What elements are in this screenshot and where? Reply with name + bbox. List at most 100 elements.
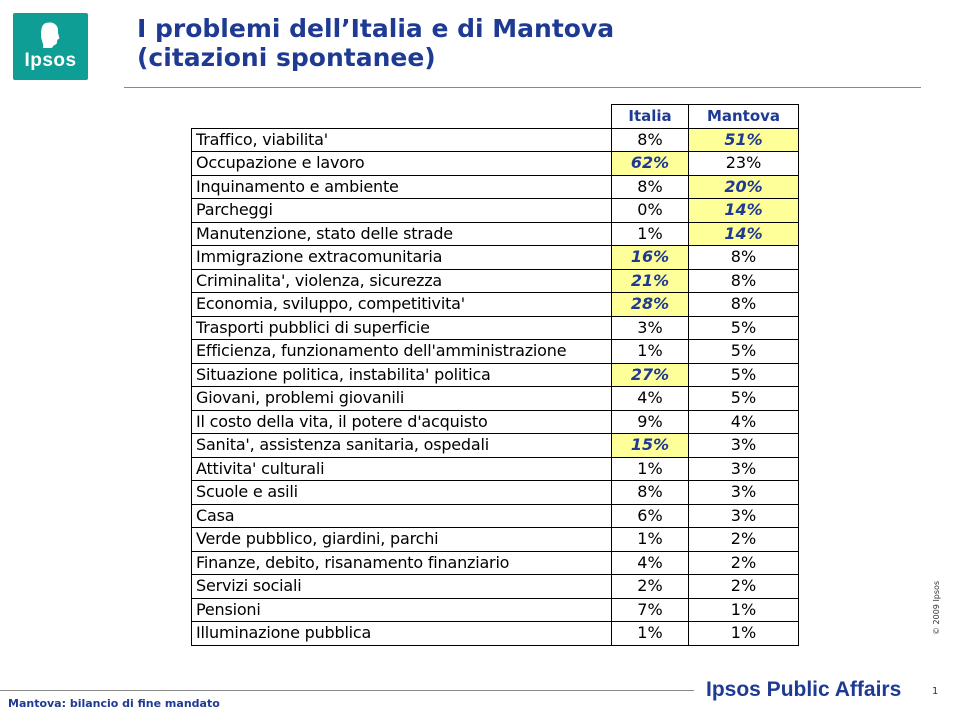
italia-value: 1% — [611, 221, 689, 246]
table-row: Attivita' culturali 1% 3% — [191, 456, 799, 481]
row-label: Attivita' culturali — [191, 456, 612, 481]
footer-text: Mantova: bilancio di fine mandato — [8, 697, 220, 710]
copyright-text: © 2009 Ipsos — [932, 580, 941, 635]
italia-value: 8% — [611, 127, 689, 152]
title-line-1: I problemi dell’Italia e di Mantova — [137, 14, 615, 43]
italia-value: 1% — [611, 621, 689, 646]
table-row: Occupazione e lavoro 62% 23% — [191, 151, 799, 176]
italia-value: 62% — [611, 151, 689, 176]
table-row: Trasporti pubblici di superficie 3% 5% — [191, 315, 799, 340]
row-label: Sanita', assistenza sanitaria, ospedali — [191, 433, 612, 458]
table-row: Manutenzione, stato delle strade 1% 14% — [191, 221, 799, 246]
mantova-value: 5% — [688, 386, 799, 411]
header-blank-cell — [192, 105, 612, 129]
table-row: Servizi sociali 2% 2% — [191, 574, 799, 599]
row-label: Inquinamento e ambiente — [191, 174, 612, 199]
mantova-value: 2% — [688, 527, 799, 552]
row-label: Pensioni — [191, 597, 612, 622]
row-label: Traffico, viabilita' — [191, 127, 612, 152]
row-label: Situazione politica, instabilita' politi… — [191, 362, 612, 387]
italia-value: 27% — [611, 362, 689, 387]
table-row: Sanita', assistenza sanitaria, ospedali 1… — [191, 433, 799, 458]
mantova-value: 3% — [688, 433, 799, 458]
table-row: Casa 6% 3% — [191, 503, 799, 528]
row-label: Giovani, problemi giovanili — [191, 386, 612, 411]
header-italia: Italia — [611, 104, 689, 129]
mantova-value: 8% — [688, 268, 799, 293]
logo-text: Ipsos — [24, 50, 77, 71]
mantova-value: 3% — [688, 456, 799, 481]
italia-value: 8% — [611, 174, 689, 199]
italia-value: 8% — [611, 480, 689, 505]
mantova-value: 51% — [688, 127, 799, 152]
row-label: Immigrazione extracomunitaria — [191, 245, 612, 270]
table-row: Criminalita', violenza, sicurezza 21% 8% — [191, 268, 799, 293]
table-header-row: Italia Mantova — [192, 104, 799, 129]
mantova-value: 1% — [688, 621, 799, 646]
title-line-2: (citazioni spontanee) — [137, 43, 436, 72]
table-row: Parcheggi 0% 14% — [191, 198, 799, 223]
problems-table: Italia Mantova Traffico, viabilita' 8% 51%… — [191, 104, 799, 646]
italia-value: 6% — [611, 503, 689, 528]
mantova-value: 14% — [688, 221, 799, 246]
page-title: I problemi dell’Italia e di Mantova (cit… — [137, 14, 917, 72]
italia-value: 21% — [611, 268, 689, 293]
row-label: Criminalita', violenza, sicurezza — [191, 268, 612, 293]
table-row: Efficienza, funzionamento dell'amministr… — [191, 339, 799, 364]
mantova-value: 14% — [688, 198, 799, 223]
row-label: Efficienza, funzionamento dell'amministr… — [191, 339, 612, 364]
mantova-value: 8% — [688, 245, 799, 270]
table-row: Immigrazione extracomunitaria 16% 8% — [191, 245, 799, 270]
mantova-value: 5% — [688, 339, 799, 364]
profile-face-icon — [41, 22, 60, 48]
row-label: Casa — [191, 503, 612, 528]
italia-value: 28% — [611, 292, 689, 317]
table-row: Inquinamento e ambiente 8% 20% — [191, 174, 799, 199]
row-label: Illuminazione pubblica — [191, 621, 612, 646]
italia-value: 2% — [611, 574, 689, 599]
italia-value: 1% — [611, 456, 689, 481]
row-label: Verde pubblico, giardini, parchi — [191, 527, 612, 552]
title-divider — [124, 87, 921, 88]
table-row: Finanze, debito, risanamento finanziario… — [191, 550, 799, 575]
italia-value: 0% — [611, 198, 689, 223]
mantova-value: 4% — [688, 409, 799, 434]
table-row: Il costo della vita, il potere d'acquist… — [191, 409, 799, 434]
row-label: Manutenzione, stato delle strade — [191, 221, 612, 246]
italia-value: 4% — [611, 386, 689, 411]
footer-divider — [0, 690, 694, 691]
table-row: Pensioni 7% 1% — [191, 597, 799, 622]
italia-value: 4% — [611, 550, 689, 575]
ipsos-logo: Ipsos — [13, 13, 88, 80]
brand-name: Ipsos Public Affairs — [706, 678, 902, 701]
row-label: Trasporti pubblici di superficie — [191, 315, 612, 340]
italia-value: 1% — [611, 339, 689, 364]
mantova-value: 2% — [688, 550, 799, 575]
row-label: Finanze, debito, risanamento finanziario — [191, 550, 612, 575]
mantova-value: 1% — [688, 597, 799, 622]
mantova-value: 20% — [688, 174, 799, 199]
header-mantova: Mantova — [688, 104, 799, 129]
table-row: Economia, sviluppo, competitivita' 28% 8% — [191, 292, 799, 317]
italia-value: 16% — [611, 245, 689, 270]
table-row: Situazione politica, instabilita' politi… — [191, 362, 799, 387]
row-label: Servizi sociali — [191, 574, 612, 599]
mantova-value: 23% — [688, 151, 799, 176]
mantova-value: 3% — [688, 480, 799, 505]
table-row: Illuminazione pubblica 1% 1% — [191, 621, 799, 646]
table-row: Traffico, viabilita' 8% 51% — [191, 127, 799, 152]
table-row: Verde pubblico, giardini, parchi 1% 2% — [191, 527, 799, 552]
mantova-value: 5% — [688, 362, 799, 387]
italia-value: 7% — [611, 597, 689, 622]
table-row: Scuole e asili 8% 3% — [191, 480, 799, 505]
row-label: Economia, sviluppo, competitivita' — [191, 292, 612, 317]
italia-value: 3% — [611, 315, 689, 340]
mantova-value: 5% — [688, 315, 799, 340]
italia-value: 1% — [611, 527, 689, 552]
table-row: Giovani, problemi giovanili 4% 5% — [191, 386, 799, 411]
row-label: Occupazione e lavoro — [191, 151, 612, 176]
mantova-value: 2% — [688, 574, 799, 599]
row-label: Il costo della vita, il potere d'acquist… — [191, 409, 612, 434]
mantova-value: 3% — [688, 503, 799, 528]
row-label: Parcheggi — [191, 198, 612, 223]
